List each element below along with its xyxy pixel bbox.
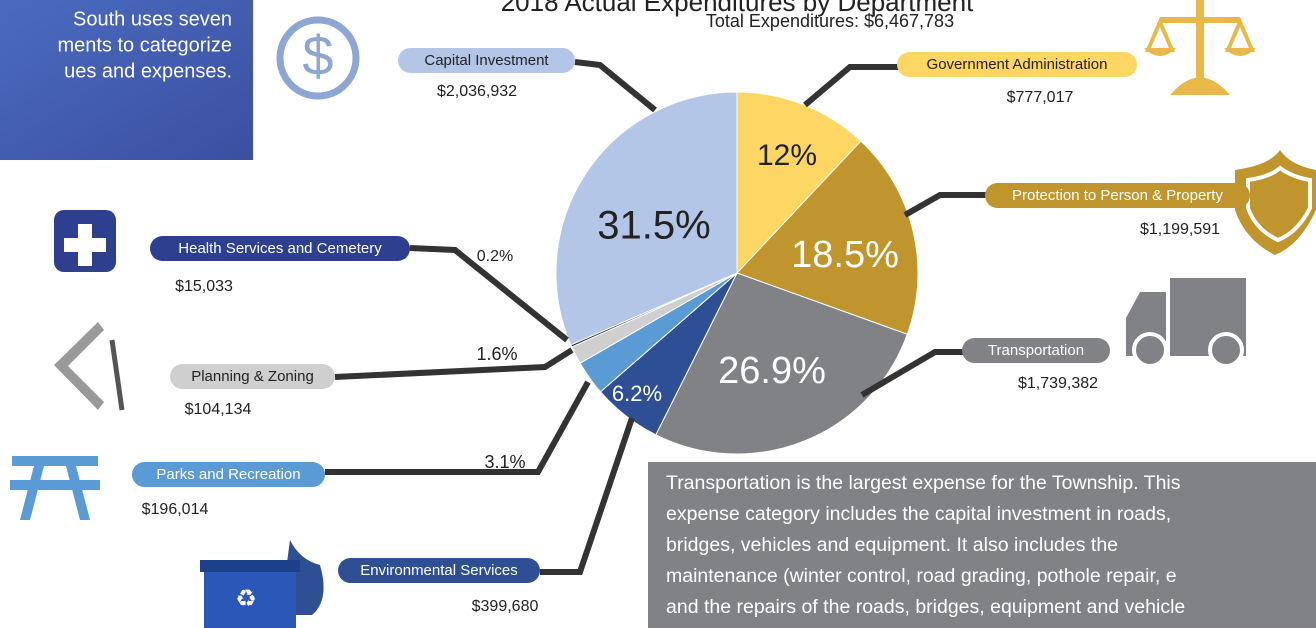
recycle-icon: ♻	[200, 540, 324, 628]
health-icon	[54, 210, 116, 272]
pie-slice	[555, 91, 738, 346]
intro-box	[0, 0, 253, 160]
category-pill	[338, 558, 540, 583]
amount-label: $777,017	[1007, 89, 1074, 106]
leader-line	[803, 64, 900, 108]
leader-line	[334, 347, 574, 380]
category-label: Transportation	[988, 342, 1084, 359]
percent-label: 3.1%	[484, 452, 525, 472]
leader-line	[903, 192, 990, 218]
category-label: Protection to Person & Property	[1012, 187, 1223, 204]
amount-label: $1,199,591	[1140, 221, 1220, 238]
percent-label: 12%	[757, 139, 817, 172]
callout-text: expense category includes the capital in…	[666, 503, 1171, 525]
pie-slice	[736, 91, 862, 275]
amount-label: $2,036,932	[437, 83, 517, 100]
intro-text: South uses seven	[73, 8, 232, 30]
leader-line	[860, 349, 965, 398]
percent-label: 18.5%	[791, 234, 899, 276]
category-pill	[897, 52, 1137, 77]
pie-slice	[655, 272, 908, 455]
category-pill	[398, 48, 575, 73]
category-pill	[985, 183, 1250, 208]
intro-text: ues and expenses.	[64, 60, 232, 82]
category-pill	[962, 338, 1110, 363]
amount-label: $104,134	[185, 401, 252, 418]
percent-label: 31.5%	[597, 204, 710, 248]
category-pill	[132, 462, 325, 487]
shield-icon	[1235, 150, 1316, 255]
dollar-icon: $	[276, 16, 360, 100]
intro-text: ments to categorize	[57, 34, 232, 56]
category-label: Capital Investment	[424, 52, 549, 69]
leader-line	[409, 245, 569, 343]
amount-label: $15,033	[175, 278, 233, 295]
svg-text:$: $	[302, 24, 333, 87]
pie	[555, 91, 919, 455]
callout-text: maintenance (winter control, road gradin…	[666, 565, 1177, 587]
scales-icon	[1144, 0, 1256, 95]
amount-label: $1,739,382	[1018, 375, 1098, 392]
callout-text: bridges, vehicles and equipment. It also…	[666, 534, 1118, 556]
callout-box	[648, 462, 1316, 628]
category-label: Health Services and Cemetery	[178, 240, 382, 257]
percent-label: 0.2%	[477, 248, 513, 265]
category-pill	[150, 236, 410, 261]
callout-text: Transportation is the largest expense fo…	[666, 472, 1181, 494]
leader-line	[325, 380, 591, 475]
amount-label: $399,680	[472, 598, 539, 615]
svg-text:♻: ♻	[235, 585, 257, 612]
chart-title: 2018 Actual Expenditures by Department	[501, 0, 974, 17]
category-label: Environmental Services	[360, 562, 518, 579]
category-label: Planning & Zoning	[191, 368, 314, 385]
percent-label: 1.6%	[476, 344, 517, 364]
labels: Government Administration $777,017 12% Prot…	[132, 48, 1250, 615]
chart-subtitle: Total Expenditures: $6,467,783	[706, 11, 954, 31]
amount-label: $196,014	[142, 501, 209, 518]
pie-slice	[736, 140, 919, 335]
truck-icon	[1126, 278, 1246, 368]
callout-text: and the repairs of the roads, bridges, e…	[666, 596, 1185, 618]
category-label: Parks and Recreation	[156, 466, 300, 483]
category-label: Government Administration	[927, 56, 1108, 73]
category-pill	[170, 364, 335, 389]
percent-label: 6.2%	[612, 381, 662, 406]
ruler-icon	[54, 322, 125, 411]
percent-label: 26.9%	[718, 350, 826, 392]
leader-line	[574, 59, 657, 113]
leader-line	[540, 417, 635, 575]
picnic-icon	[10, 456, 100, 520]
